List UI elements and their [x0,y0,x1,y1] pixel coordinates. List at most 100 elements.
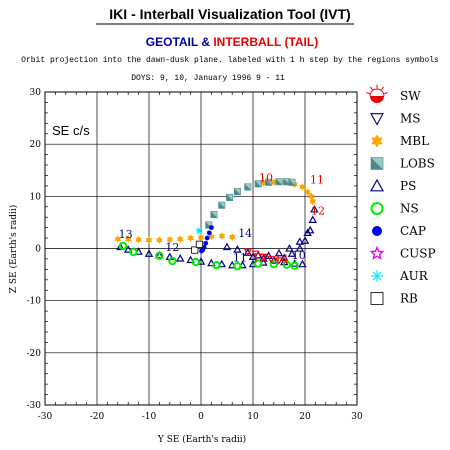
point-mbl [270,178,278,187]
x-tick-label: 30 [351,412,363,422]
triangle-up-icon [369,178,385,192]
point-ns [212,260,221,270]
point-ps [222,242,232,251]
hour-label: 14 [275,253,289,266]
point-mbl [135,235,142,244]
page-title: IKI - Interball Visualization Tool (IVT) [109,6,350,22]
x-tick-label: 0 [198,412,204,422]
x-tick-label: -20 [90,412,105,422]
point-lobs [275,178,283,186]
legend-label-ps: PS [400,179,416,193]
x-tick-label: 10 [247,412,259,422]
y-tick-label: 0 [35,245,41,255]
point-mbl [307,192,315,201]
date-line: DOYS: 9, 10, January 1996 9 - 11 [131,74,285,83]
point-ns [118,241,128,251]
point-ps [207,258,216,267]
point-ps [123,245,133,253]
point-ps [116,242,125,251]
point-lobs [210,211,218,219]
y-tick-label: 30 [30,88,42,98]
subtitle-geotail: GEOTAIL [146,35,198,49]
subtitle: GEOTAIL & INTERBALL (TAIL) [146,35,318,49]
y-tick-label: 20 [30,140,42,150]
point-ns [269,259,278,269]
point-mbl [309,197,317,206]
point-ms [243,248,252,256]
point-ps [274,248,284,257]
point-ps [285,244,294,252]
point-ps [298,259,307,268]
y-tick-label: -30 [27,401,42,411]
point-mbl [218,232,226,240]
x-axis-label: Y SE (Earth's radii) [157,434,246,445]
point-ns [282,260,291,269]
hour-label: 11 [233,252,247,265]
hour-label: 10 [292,249,306,262]
legend-label-aur: AUR [399,269,429,283]
point-mbl [187,234,194,242]
small-square-icon [370,292,384,305]
legend-label-mbl: MBL [400,134,429,148]
y-axis-label: Z SE (Earth's radii) [8,205,19,294]
point-mbl [145,236,153,244]
point-mbl [166,235,174,244]
point-ns [233,262,242,271]
point-mbl [208,232,215,241]
legend-label-rb: RB [400,292,418,306]
point-ms [251,250,260,259]
point-ns [254,259,263,268]
point-ps [303,228,312,237]
point-rb [191,246,199,254]
subtitle-interball: INTERBALL (TAIL) [213,35,318,49]
hour-label: 11 [310,173,324,186]
point-mbl [156,236,163,244]
point-cap [204,235,210,241]
point-lobs [226,193,234,201]
point-lobs [288,178,296,186]
triangle-down-icon [370,113,384,126]
point-lobs [233,188,241,196]
legend-label-ms: MS [400,112,421,126]
point-cap [203,240,209,246]
hour-label: 12 [165,241,179,254]
point-ps [233,245,242,253]
hour-label: 12 [311,205,325,218]
point-ps [305,225,315,234]
point-mbl [228,233,236,241]
x-tick-label: -10 [142,412,157,422]
star-outline-icon [369,245,385,260]
point-rb [195,240,204,248]
frame-label: SE c/s [52,123,90,138]
axis-ticks: -30 -20 -10 0 10 20 30 -30 -20 -10 0 10 20 30 [27,88,363,422]
point-ps [300,236,310,244]
point-ps [248,252,258,261]
point-ms [274,257,284,265]
legend-label-cusp: CUSP [400,247,436,261]
legend: SW MS MBL LOBS PS NS CAP CUSP AUR RB [366,84,436,306]
legend-label-lobs: LOBS [400,157,435,171]
point-mbl [114,235,122,243]
y-tick-label: 10 [30,192,42,202]
y-tick-label: -20 [27,349,42,359]
point-cap [209,225,214,231]
point-ms [267,255,276,264]
point-lobs [265,178,273,186]
split-square-icon [370,157,384,170]
point-mbl [124,235,132,243]
point-ns [155,251,164,261]
point-ps [295,244,305,252]
filled-dot-icon [372,226,382,236]
star-of-david-icon [371,134,383,148]
point-lobs [254,180,262,188]
plot-area: -30 -20 -10 0 10 20 30 -30 -20 -10 0 10 20 30 10 11 12 1… [27,88,363,422]
hour-label: 10 [259,172,273,185]
point-lobs [244,183,252,191]
point-ns [290,261,299,270]
point-ns [168,256,177,266]
point-ps [175,253,185,262]
x-tick-label: -30 [38,412,53,422]
point-ps [287,249,297,257]
point-ps [155,250,164,259]
